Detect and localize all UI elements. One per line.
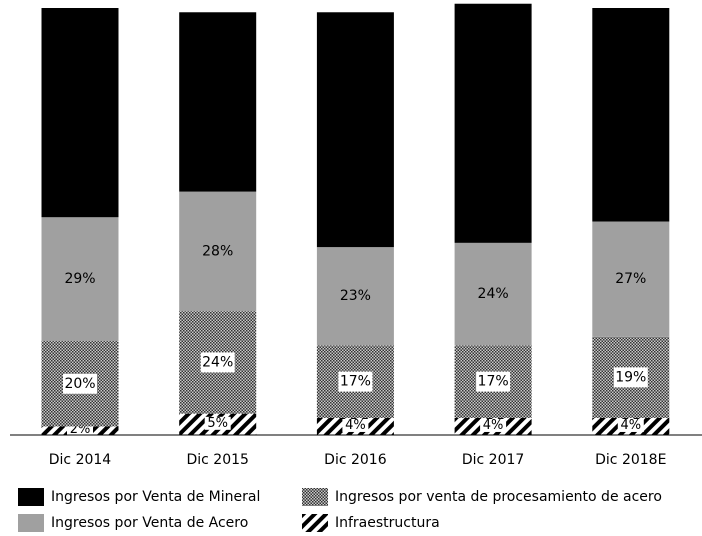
data-label: 28%	[202, 243, 233, 259]
legend-label: Infraestructura	[335, 515, 440, 531]
legend-swatch	[18, 488, 44, 506]
x-tick-label: Dic 2015	[186, 452, 248, 468]
bar-segment	[454, 3, 532, 243]
legend-label: Ingresos por venta de procesamiento de a…	[335, 489, 662, 505]
label-box	[476, 371, 511, 392]
data-label: 24%	[202, 354, 233, 370]
data-label: 4%	[345, 418, 366, 433]
data-label: 24%	[478, 286, 509, 302]
legend-swatch	[302, 488, 328, 506]
bar-segment	[316, 247, 394, 346]
bar-segment	[179, 191, 257, 312]
legend-label: Ingresos por Venta de Acero	[51, 515, 248, 531]
bar-segment	[592, 8, 670, 222]
data-label: 19%	[615, 369, 646, 385]
data-label: 50%	[615, 107, 646, 123]
x-tick-label: Dic 2014	[49, 452, 112, 468]
data-label: 56%	[478, 115, 509, 131]
x-tick-label: Dic 2018E	[595, 452, 666, 468]
label-box	[338, 371, 373, 392]
label-box	[617, 418, 644, 432]
bar-segment	[316, 12, 394, 248]
legend-label: Ingresos por Venta de Mineral	[51, 489, 260, 505]
label-box	[204, 416, 231, 430]
label-box	[480, 418, 507, 432]
bar-segment	[179, 12, 257, 192]
data-label: 55%	[340, 122, 371, 138]
bar-segment	[454, 242, 532, 346]
data-label: 27%	[615, 271, 646, 287]
bar-segment	[592, 221, 670, 337]
data-label: 29%	[64, 271, 95, 287]
data-label: 23%	[340, 288, 371, 304]
label-box	[63, 373, 97, 394]
data-label: 4%	[483, 418, 504, 433]
label-box	[342, 418, 369, 432]
bar-segment	[41, 8, 119, 218]
legend-swatch	[302, 514, 328, 532]
data-label: 17%	[478, 374, 509, 390]
x-tick-label: Dic 2016	[324, 452, 387, 468]
x-tick-label: Dic 2017	[462, 452, 524, 468]
data-label: 4%	[620, 418, 641, 433]
data-label: 42%	[202, 94, 233, 110]
data-label: 17%	[340, 374, 371, 390]
label-box	[67, 423, 93, 437]
data-label: 5%	[207, 416, 228, 431]
label-box	[200, 352, 235, 373]
legend-swatch	[18, 514, 44, 532]
label-box	[613, 367, 648, 388]
data-label: 20%	[64, 376, 95, 392]
bar-segment	[41, 217, 119, 342]
data-label: 49%	[64, 105, 95, 121]
